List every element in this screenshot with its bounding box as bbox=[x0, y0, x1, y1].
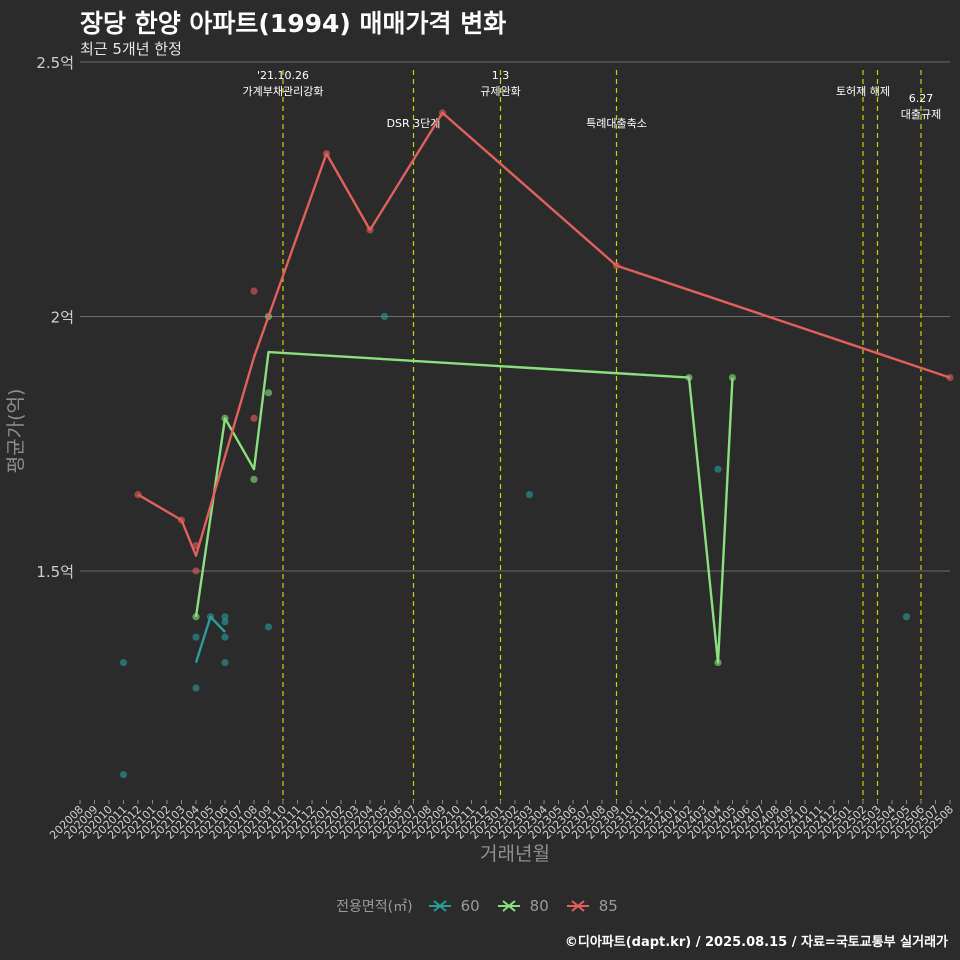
legend-item-80: 80 bbox=[496, 896, 549, 916]
legend-label-80: 80 bbox=[529, 897, 549, 915]
legend-key-80 bbox=[497, 900, 520, 912]
legend: 전용면적(㎡) 60 80 85 bbox=[0, 896, 960, 916]
data-point-80 bbox=[264, 389, 273, 397]
data-point-60 bbox=[264, 623, 273, 631]
chart-subtitle: 최근 5개년 한정 bbox=[80, 40, 182, 58]
legend-item-85: 85 bbox=[565, 896, 618, 916]
data-point-60 bbox=[380, 312, 389, 321]
data-point-60 bbox=[221, 658, 229, 667]
data-point-60 bbox=[714, 465, 722, 473]
x-axis-title: 거래년월 bbox=[480, 843, 550, 865]
data-point-85 bbox=[250, 414, 258, 422]
event-label: '21.10.26 bbox=[257, 69, 309, 82]
data-point-60 bbox=[119, 658, 128, 667]
data-point-60 bbox=[221, 633, 229, 641]
y-tick-label: 2억 bbox=[51, 308, 74, 326]
data-point-60 bbox=[221, 613, 229, 621]
event-label: DSR 3단계 bbox=[387, 117, 441, 130]
y-tick-label: 1.5억 bbox=[36, 563, 74, 581]
data-point-60 bbox=[119, 770, 128, 779]
event-label: 6.27 bbox=[909, 92, 934, 105]
event-label: 토허제 해제 bbox=[836, 84, 890, 98]
data-point-85 bbox=[192, 567, 200, 575]
series-line-60 bbox=[194, 615, 226, 663]
data-point-60 bbox=[221, 618, 229, 626]
data-point-60 bbox=[902, 613, 911, 621]
event-label: 규제완화 bbox=[480, 85, 520, 98]
event-label: 특례대출축소 bbox=[586, 117, 647, 130]
series-line-80 bbox=[194, 350, 734, 664]
series-line-85 bbox=[137, 111, 951, 557]
event-label: 1.3 bbox=[492, 69, 510, 82]
legend-item-60: 60 bbox=[427, 896, 480, 916]
legend-label-85: 85 bbox=[598, 897, 618, 915]
data-point-60 bbox=[192, 684, 200, 692]
y-tick-label: 2.5억 bbox=[36, 54, 74, 72]
data-point-60 bbox=[525, 491, 534, 499]
legend-label-60: 60 bbox=[460, 897, 480, 915]
source-caption: ©디아파트(dapt.kr) / 2025.08.15 / 자료=국토교통부 실… bbox=[564, 935, 948, 950]
data-point-80 bbox=[728, 373, 737, 382]
chart-title: 장당 한양 아파트(1994) 매매가격 변화 bbox=[80, 9, 507, 38]
data-point-80 bbox=[250, 475, 258, 483]
legend-title: 전용면적(㎡) bbox=[336, 899, 413, 915]
event-label: 대출규제 bbox=[901, 108, 941, 121]
y-axis-title: 평균가(억) bbox=[5, 389, 27, 474]
legend-key-85 bbox=[566, 900, 589, 912]
legend-key-60 bbox=[428, 900, 451, 912]
data-point-60 bbox=[192, 633, 200, 641]
event-label: 가계부채관리강화 bbox=[243, 85, 324, 98]
data-point-85 bbox=[250, 287, 258, 295]
